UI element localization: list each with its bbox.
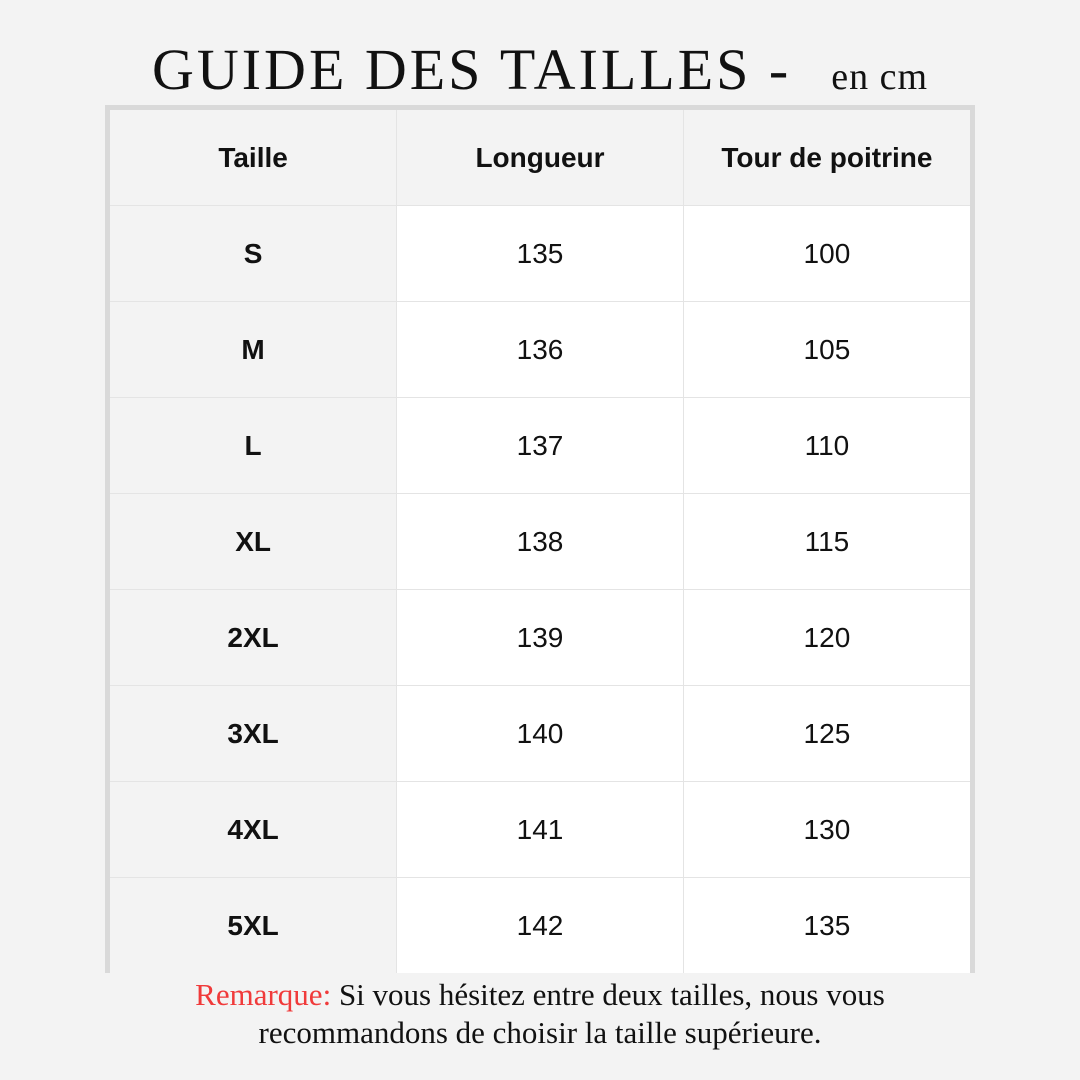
cell-size: 2XL bbox=[110, 589, 398, 686]
cell-length: 137 bbox=[396, 397, 684, 494]
cell-length: 141 bbox=[396, 781, 684, 878]
table-row: XL 138 115 bbox=[110, 493, 970, 590]
cell-chest: 115 bbox=[682, 493, 970, 590]
cell-size: M bbox=[110, 301, 398, 398]
cell-length: 139 bbox=[396, 589, 684, 686]
table-row: S 135 100 bbox=[110, 205, 970, 302]
cell-length: 142 bbox=[396, 877, 684, 973]
title-unit: en cm bbox=[831, 56, 929, 98]
cell-size: 3XL bbox=[110, 685, 398, 782]
cell-chest: 130 bbox=[682, 781, 970, 878]
cell-size: S bbox=[110, 205, 398, 302]
title-main: GUIDE DES TAILLES - bbox=[151, 37, 792, 102]
cell-chest: 125 bbox=[682, 685, 970, 782]
cell-length: 138 bbox=[396, 493, 684, 590]
cell-size: 5XL bbox=[110, 877, 398, 973]
cell-chest: 105 bbox=[682, 301, 970, 398]
cell-length: 135 bbox=[396, 205, 684, 302]
note-line2: recommandons de choisir la taille supéri… bbox=[258, 1015, 822, 1050]
table-row: 5XL 142 135 bbox=[110, 877, 970, 973]
cell-chest: 100 bbox=[682, 205, 970, 302]
cell-length: 140 bbox=[396, 685, 684, 782]
table-row: 2XL 139 120 bbox=[110, 589, 970, 686]
cell-size: XL bbox=[110, 493, 398, 590]
size-table: Taille Longueur Tour de poitrine S 135 100… bbox=[105, 105, 975, 973]
cell-length: 136 bbox=[396, 301, 684, 398]
table-row: M 136 105 bbox=[110, 301, 970, 398]
note: Remarque: Si vous hésitez entre deux tai… bbox=[0, 976, 1080, 1052]
header-chest: Tour de poitrine bbox=[682, 110, 970, 206]
note-line1: Si vous hésitez entre deux tailles, nous… bbox=[331, 977, 885, 1012]
table-row: L 137 110 bbox=[110, 397, 970, 494]
table-row: 4XL 141 130 bbox=[110, 781, 970, 878]
table-header-row: Taille Longueur Tour de poitrine bbox=[110, 110, 970, 206]
cell-chest: 110 bbox=[682, 397, 970, 494]
cell-chest: 120 bbox=[682, 589, 970, 686]
table-row: 3XL 140 125 bbox=[110, 685, 970, 782]
cell-chest: 135 bbox=[682, 877, 970, 973]
header-size: Taille bbox=[110, 110, 398, 206]
cell-size: 4XL bbox=[110, 781, 398, 878]
note-label: Remarque: bbox=[195, 977, 332, 1012]
cell-size: L bbox=[110, 397, 398, 494]
header-length: Longueur bbox=[396, 110, 684, 206]
page-title: GUIDE DES TAILLES - en cm bbox=[0, 36, 1080, 103]
